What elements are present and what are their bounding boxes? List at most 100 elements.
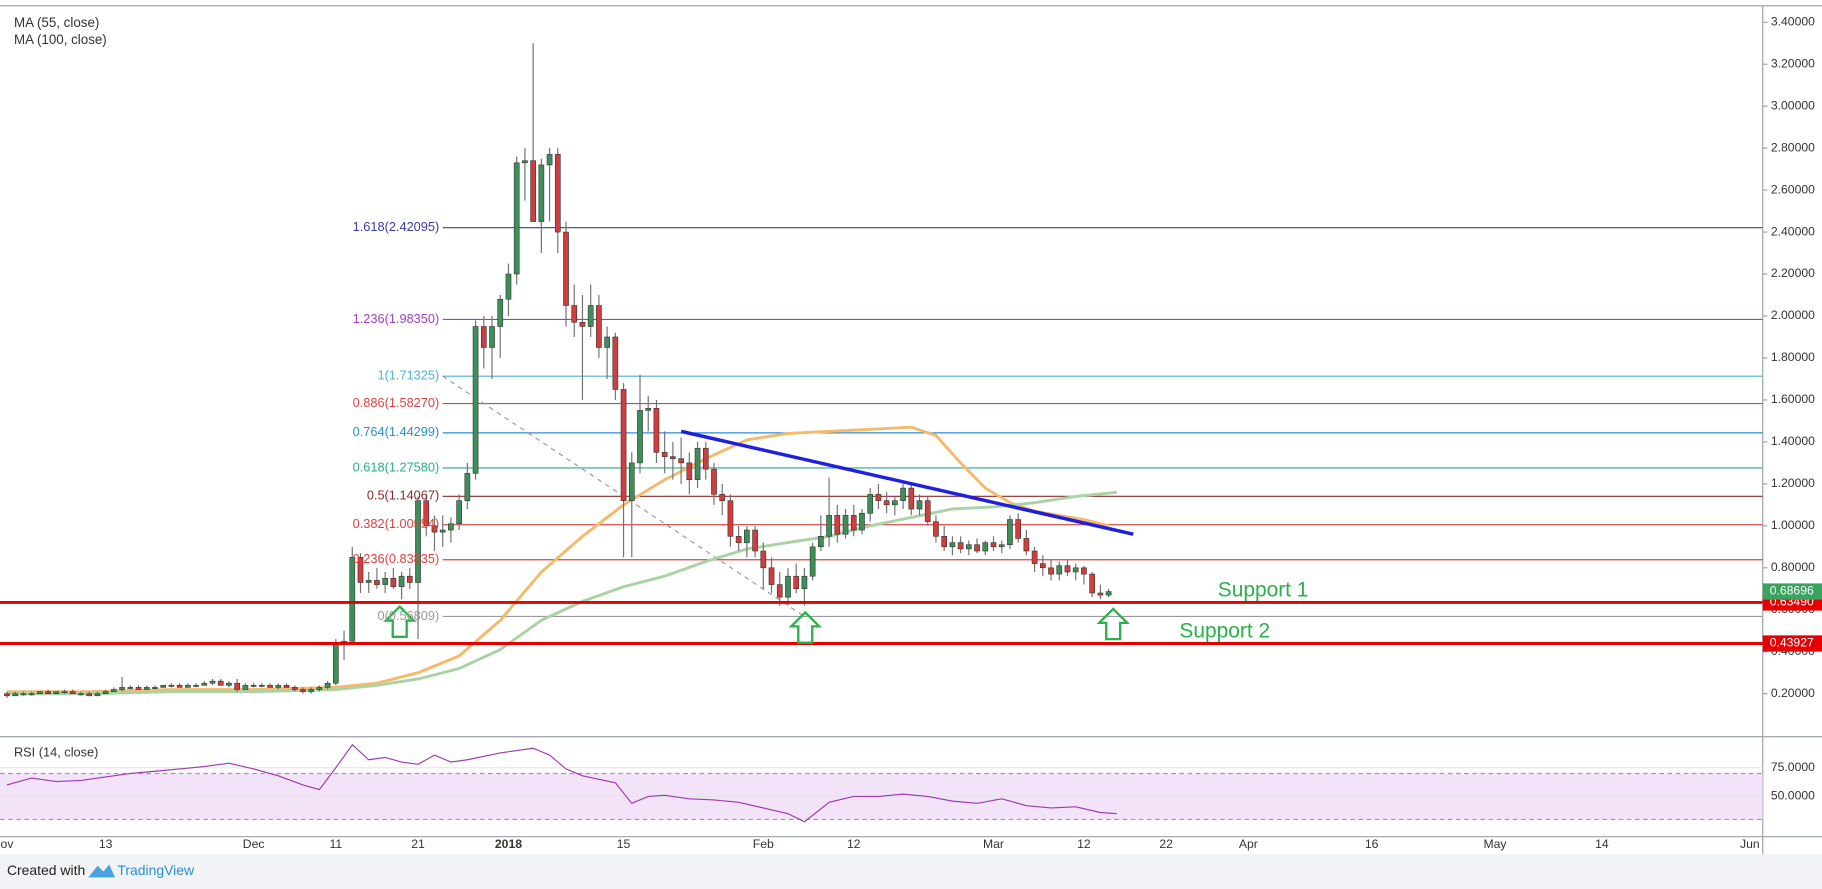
candle-body [176, 685, 183, 688]
y-tick-label: 0.80000 [1771, 560, 1815, 574]
y-tick-label: 3.20000 [1771, 56, 1815, 70]
candle-body [604, 336, 610, 348]
x-tick-label: 12 [1077, 837, 1091, 851]
candle-body [809, 546, 816, 577]
candle-body [439, 529, 446, 533]
candle-body [69, 691, 76, 694]
candle-body [267, 685, 273, 688]
candle-body [291, 687, 298, 690]
fib-label: 0.764(1.44299) [353, 424, 440, 439]
arrow [1096, 607, 1130, 641]
trendline [680, 429, 1134, 536]
candle-body [1007, 519, 1013, 546]
candle-body [859, 512, 865, 531]
candle-body [727, 500, 734, 537]
candle-body [612, 336, 619, 390]
candle-body [752, 529, 758, 552]
candle-body [28, 693, 35, 696]
candle-body [431, 525, 438, 533]
arrow [382, 604, 417, 638]
candle-body [908, 487, 915, 510]
indicator-label: MA (55, close) [14, 15, 99, 30]
candle-body [1105, 591, 1112, 596]
moving-average [6, 490, 1117, 696]
candle-body [702, 447, 709, 470]
footer-text: Created with [7, 862, 85, 878]
footer-brand: TradingView [117, 862, 195, 878]
fib-label: 0.5(1.14067) [367, 488, 439, 503]
y-tick-label: 1.80000 [1771, 350, 1815, 364]
fib-label: 1.236(1.98350) [353, 311, 440, 326]
candle-body [86, 693, 93, 697]
candle-body [546, 154, 553, 166]
candle-body [957, 542, 964, 550]
candle-body [842, 515, 849, 535]
y-tick-label: 2.20000 [1771, 266, 1815, 280]
marks [0, 43, 1763, 823]
candle-body [201, 682, 208, 686]
candle-body [513, 162, 520, 275]
support-label: Support 2 [1179, 619, 1270, 642]
candle-body [398, 575, 405, 587]
x-tick-label: 21 [411, 837, 425, 851]
candle-body [160, 685, 167, 688]
arrow [788, 610, 823, 644]
support-label: Support 1 [1218, 578, 1309, 601]
candle-body [982, 542, 989, 552]
candle-body [497, 298, 504, 327]
candle-body [563, 231, 569, 306]
x-tick-label: 14 [1595, 837, 1609, 851]
fib-label: 0.886(1.58270) [353, 395, 440, 410]
candle-body [61, 691, 68, 694]
candle-body [793, 575, 800, 590]
candle-body [628, 462, 635, 501]
y-tick-label: 2.40000 [1771, 224, 1815, 238]
x-tick-label: 2018 [495, 837, 522, 851]
candle-body [300, 689, 306, 692]
candle-body [530, 160, 536, 222]
footer-bar [0, 854, 1822, 889]
arrows [382, 604, 1130, 644]
candle-body [678, 458, 684, 464]
y-tick-label: 2.80000 [1771, 140, 1815, 154]
candle-body [143, 687, 150, 690]
candle-body [472, 326, 479, 474]
candle-body [941, 536, 948, 548]
y-tick-label: 1.00000 [1771, 518, 1815, 532]
candle-body [768, 567, 775, 585]
candle-body [735, 536, 742, 543]
candle-body [744, 529, 750, 543]
candle-body [37, 691, 43, 694]
candle-body [571, 305, 578, 323]
candle-body [283, 685, 290, 688]
candle-body [834, 515, 841, 535]
fib-label: 1.618(2.42095) [353, 219, 440, 234]
candle-body [596, 305, 602, 348]
candle-body [390, 578, 397, 587]
candle-body [867, 494, 874, 514]
candle-body [505, 273, 512, 300]
x-tick-label: 12 [847, 837, 861, 851]
price-pane [0, 43, 1763, 698]
candle-body [1097, 592, 1104, 596]
x-tick-label: Jun [1740, 837, 1760, 851]
fib-label: 0.618(1.27580) [353, 459, 440, 474]
y-tick-label: 3.00000 [1771, 98, 1815, 112]
candle-body [1089, 573, 1095, 594]
rsi-tick-label: 50.0000 [1771, 789, 1815, 803]
x-tick-label: 13 [99, 837, 113, 851]
candle-body [998, 544, 1005, 548]
candle-body [1081, 567, 1087, 575]
candle-body [135, 687, 142, 690]
candle-body [275, 685, 282, 688]
candle-body [686, 462, 693, 480]
candle-body [554, 154, 561, 233]
candle-body [924, 500, 931, 522]
candle-body [242, 685, 249, 690]
rsi-tick-label: 75.0000 [1771, 760, 1815, 774]
price-tag-label: 0.68696 [1770, 584, 1814, 598]
candle-body [226, 682, 232, 686]
candle-body [374, 580, 380, 585]
candle-body [193, 685, 199, 687]
